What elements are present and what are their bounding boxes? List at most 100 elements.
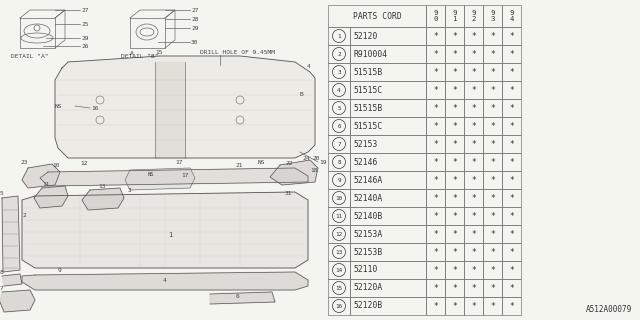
Text: *: * bbox=[452, 103, 457, 113]
Text: 52120B: 52120B bbox=[354, 301, 383, 310]
Bar bbox=[445, 45, 464, 63]
Text: *: * bbox=[509, 157, 514, 166]
Bar bbox=[426, 243, 445, 261]
Bar bbox=[426, 63, 445, 81]
Text: *: * bbox=[433, 247, 438, 257]
Text: *: * bbox=[433, 85, 438, 94]
Text: 4: 4 bbox=[337, 87, 341, 92]
Text: 29: 29 bbox=[81, 36, 88, 41]
Text: *: * bbox=[509, 103, 514, 113]
Text: *: * bbox=[490, 50, 495, 59]
Bar bbox=[350, 189, 426, 207]
Bar bbox=[426, 171, 445, 189]
Text: 26: 26 bbox=[81, 44, 88, 49]
Bar bbox=[445, 5, 464, 27]
Bar bbox=[328, 297, 350, 315]
Text: 19: 19 bbox=[319, 159, 326, 164]
Bar bbox=[350, 99, 426, 117]
Bar bbox=[502, 153, 521, 171]
Bar bbox=[464, 45, 483, 63]
Text: 9
2: 9 2 bbox=[471, 10, 476, 22]
Text: 11: 11 bbox=[42, 181, 49, 187]
Text: *: * bbox=[452, 50, 457, 59]
Text: *: * bbox=[433, 194, 438, 203]
Text: 27: 27 bbox=[81, 7, 88, 12]
Bar bbox=[464, 225, 483, 243]
Bar bbox=[502, 207, 521, 225]
Text: 12: 12 bbox=[335, 231, 342, 236]
Text: 9
1: 9 1 bbox=[452, 10, 457, 22]
Text: 25: 25 bbox=[81, 21, 88, 27]
Bar bbox=[445, 153, 464, 171]
Bar bbox=[426, 279, 445, 297]
Bar bbox=[483, 81, 502, 99]
Bar bbox=[483, 243, 502, 261]
Text: 29: 29 bbox=[191, 26, 198, 30]
Polygon shape bbox=[0, 290, 35, 312]
Bar bbox=[464, 27, 483, 45]
Bar bbox=[350, 63, 426, 81]
Text: 52120: 52120 bbox=[354, 31, 378, 41]
Text: 23: 23 bbox=[20, 159, 28, 164]
Text: 5: 5 bbox=[337, 106, 341, 110]
Bar bbox=[350, 45, 426, 63]
Bar bbox=[445, 207, 464, 225]
Bar bbox=[464, 153, 483, 171]
Text: *: * bbox=[509, 247, 514, 257]
Bar bbox=[502, 5, 521, 27]
Text: *: * bbox=[433, 175, 438, 185]
Bar bbox=[328, 207, 350, 225]
Text: 21: 21 bbox=[235, 163, 243, 167]
Text: *: * bbox=[452, 247, 457, 257]
Text: *: * bbox=[433, 103, 438, 113]
Text: *: * bbox=[452, 301, 457, 310]
Bar bbox=[464, 243, 483, 261]
Text: DRILL HOLE OF 9.45MM: DRILL HOLE OF 9.45MM bbox=[200, 50, 275, 54]
Text: *: * bbox=[490, 103, 495, 113]
Text: 30: 30 bbox=[191, 39, 198, 44]
Bar bbox=[502, 261, 521, 279]
Bar bbox=[328, 117, 350, 135]
Bar bbox=[464, 99, 483, 117]
Text: A: A bbox=[130, 51, 134, 55]
Text: 14: 14 bbox=[335, 268, 342, 273]
Bar bbox=[445, 297, 464, 315]
Text: *: * bbox=[490, 157, 495, 166]
Bar bbox=[350, 225, 426, 243]
Text: *: * bbox=[433, 140, 438, 148]
Text: 7: 7 bbox=[0, 285, 4, 291]
Text: *: * bbox=[452, 194, 457, 203]
Bar bbox=[483, 135, 502, 153]
Text: *: * bbox=[471, 229, 476, 238]
Text: *: * bbox=[471, 247, 476, 257]
Text: *: * bbox=[452, 31, 457, 41]
Bar bbox=[445, 99, 464, 117]
Bar bbox=[328, 171, 350, 189]
Bar bbox=[350, 207, 426, 225]
Bar bbox=[483, 99, 502, 117]
Text: PARTS CORD: PARTS CORD bbox=[353, 12, 401, 20]
Text: *: * bbox=[471, 284, 476, 292]
Bar bbox=[328, 45, 350, 63]
Text: *: * bbox=[490, 85, 495, 94]
Text: 27: 27 bbox=[191, 7, 198, 12]
Text: *: * bbox=[490, 284, 495, 292]
Bar bbox=[328, 279, 350, 297]
Text: *: * bbox=[433, 68, 438, 76]
Text: *: * bbox=[452, 68, 457, 76]
Bar bbox=[350, 297, 426, 315]
Bar bbox=[502, 225, 521, 243]
Text: 24: 24 bbox=[302, 156, 310, 161]
Text: 4: 4 bbox=[307, 63, 311, 68]
Text: 31: 31 bbox=[285, 190, 292, 196]
Bar bbox=[426, 27, 445, 45]
Bar bbox=[502, 171, 521, 189]
Text: 17: 17 bbox=[175, 159, 182, 164]
Text: 10: 10 bbox=[335, 196, 342, 201]
Text: 52120A: 52120A bbox=[354, 284, 383, 292]
Text: 51515C: 51515C bbox=[354, 122, 383, 131]
Text: 28: 28 bbox=[191, 17, 198, 21]
Text: *: * bbox=[433, 301, 438, 310]
Bar bbox=[464, 171, 483, 189]
Text: 3: 3 bbox=[337, 69, 341, 75]
